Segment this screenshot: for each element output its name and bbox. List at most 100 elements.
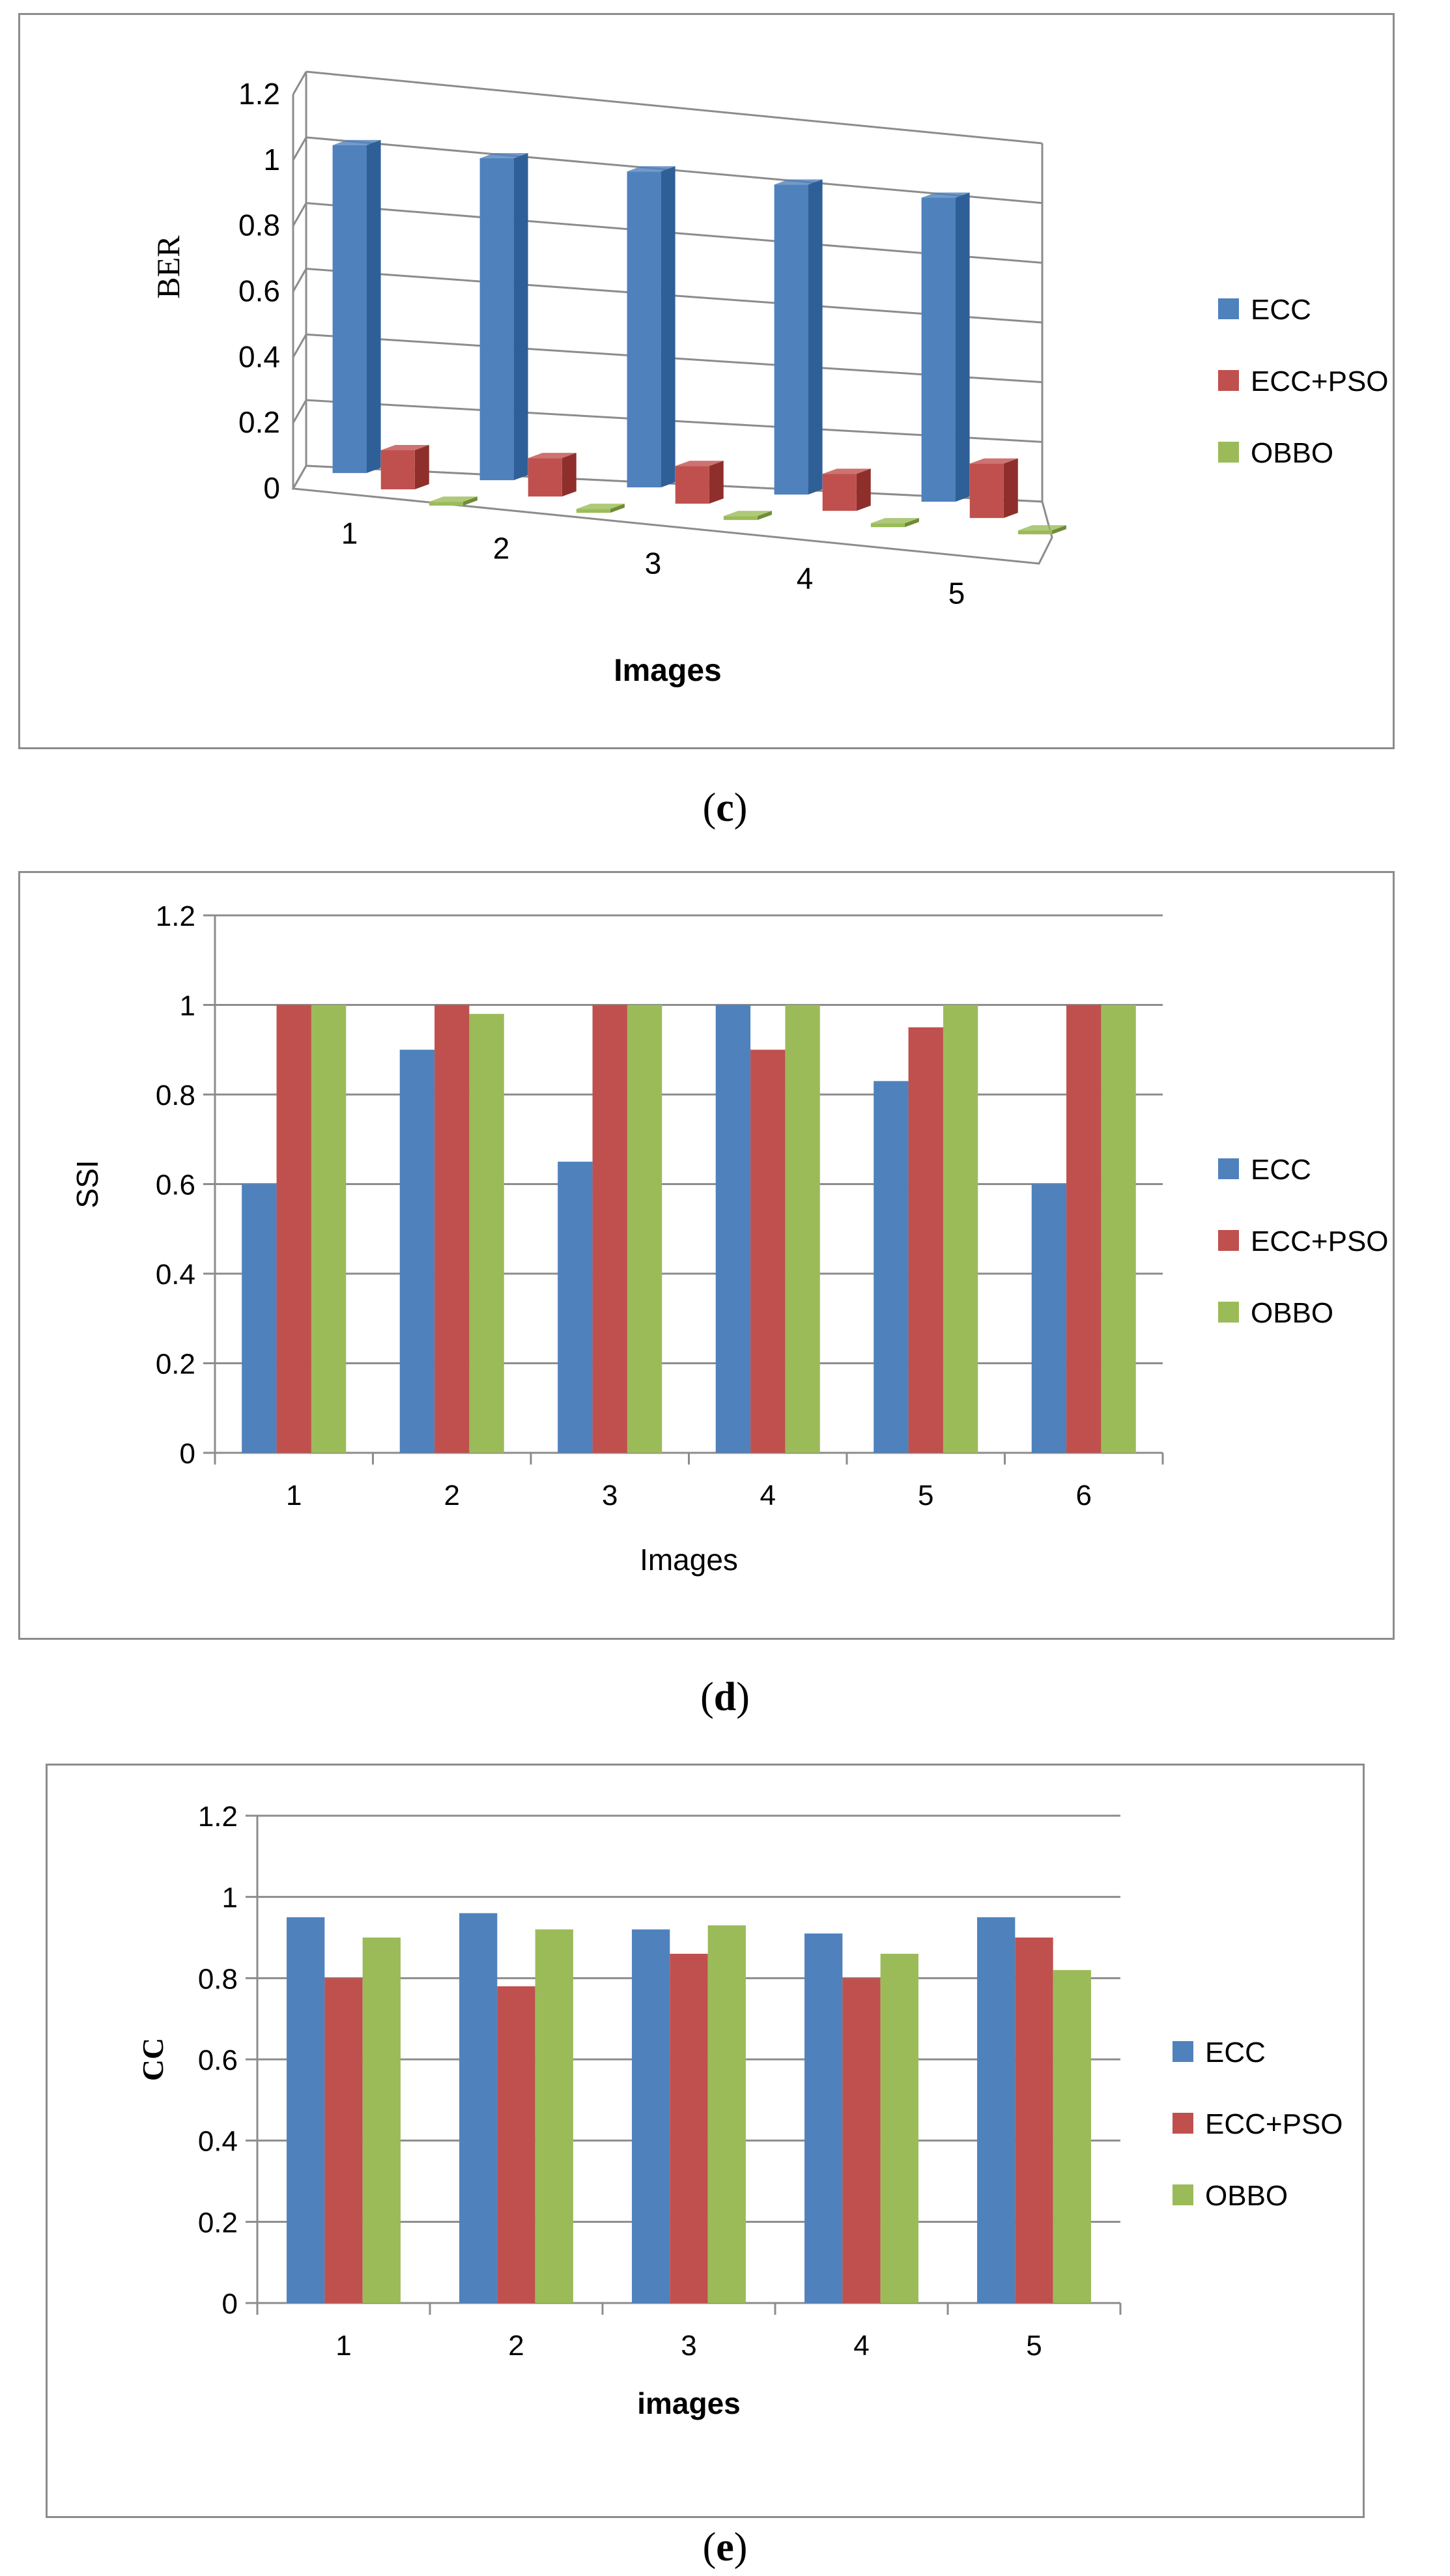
y-axis-label: SSI bbox=[70, 1160, 104, 1208]
x-tick-label: 5 bbox=[948, 577, 965, 610]
bar-obbo-4 bbox=[870, 523, 905, 528]
x-tick-label: 3 bbox=[602, 1480, 618, 1511]
ssi-chart: 0 0.2 0.4 0.6 0.8 1 1.2 1 2 3 4 5 6 Images SSI ECC ECC+P… bbox=[70, 900, 1389, 1577]
legend-swatch-1 bbox=[1173, 2041, 1193, 2062]
x-axis-label: Images bbox=[640, 1543, 738, 1577]
legend-label-2: ECC+PSO bbox=[1251, 365, 1389, 397]
bar-obbo-4-top bbox=[870, 518, 919, 524]
legend-swatch-3 bbox=[1218, 442, 1239, 463]
y-tick-label: 0.6 bbox=[238, 274, 280, 308]
bar-ecc-pso-5-top bbox=[969, 458, 1018, 464]
legend-swatch-2 bbox=[1218, 370, 1239, 391]
x-tick-label: 6 bbox=[1076, 1480, 1092, 1511]
bar-ecc-pso-4 bbox=[822, 474, 857, 511]
bar-ecc-pso-2 bbox=[528, 458, 562, 497]
gridline-side bbox=[292, 268, 307, 293]
bar-obbo-3 bbox=[723, 516, 758, 521]
bar-ecc-pso-5 bbox=[969, 463, 1004, 519]
bar-obbo-3-side bbox=[757, 511, 772, 521]
bar-obbo-4 bbox=[880, 1953, 918, 2303]
y-tick-label: 0.2 bbox=[156, 1349, 195, 1381]
bar-obbo-1 bbox=[311, 1005, 347, 1453]
x-tick-label: 4 bbox=[853, 2330, 869, 2362]
bar-ecc-6 bbox=[1031, 1184, 1067, 1453]
bar-ecc-pso-2-side bbox=[562, 453, 576, 497]
bar-ecc-1 bbox=[242, 1184, 277, 1453]
y-tick-label: 0.6 bbox=[198, 2044, 238, 2076]
y-tick-label: 1 bbox=[263, 143, 280, 177]
legend-label-1: ECC bbox=[1251, 1154, 1311, 1186]
x-tick-label: 4 bbox=[760, 1480, 776, 1511]
x-tick-label: 2 bbox=[508, 2330, 524, 2362]
legend-swatch-2 bbox=[1218, 1230, 1239, 1251]
bar-obbo-4 bbox=[785, 1005, 820, 1453]
legend-swatch-3 bbox=[1173, 2184, 1193, 2205]
legend-label-3: OBBO bbox=[1251, 437, 1333, 469]
bar-ecc-4-side bbox=[808, 179, 823, 495]
gridline-side bbox=[292, 137, 307, 161]
bar-ecc-3-side bbox=[661, 166, 675, 488]
bar-obbo-3 bbox=[707, 1925, 746, 2303]
bar-ecc-5 bbox=[977, 1917, 1016, 2303]
x-tick-label: 3 bbox=[645, 547, 662, 580]
bar-ecc-2 bbox=[399, 1050, 435, 1453]
bar-obbo-3 bbox=[627, 1005, 662, 1453]
bar-ecc-2 bbox=[479, 158, 514, 481]
legend-label-2: ECC+PSO bbox=[1205, 2108, 1343, 2140]
y-tick-label: 0.6 bbox=[156, 1169, 195, 1201]
bar-obbo-4-side bbox=[904, 518, 919, 528]
caption-d: (d) bbox=[700, 1675, 750, 1719]
legend-label-3: OBBO bbox=[1251, 1297, 1333, 1329]
bar-ecc-5 bbox=[921, 197, 956, 502]
bar-obbo-5-top bbox=[1017, 525, 1066, 531]
y-tick-label: 0.8 bbox=[156, 1080, 195, 1111]
y-tick-label: 0.4 bbox=[198, 2126, 238, 2158]
x-tick-label: 1 bbox=[335, 2330, 351, 2362]
bar-obbo-2-top bbox=[576, 504, 625, 509]
bar-ecc-pso-2 bbox=[434, 1005, 470, 1453]
y-tick-label: 0.8 bbox=[198, 1963, 238, 1995]
caption-e: (e) bbox=[702, 2525, 748, 2569]
x-tick-label: 3 bbox=[681, 2330, 696, 2362]
bar-ecc-pso-1-side bbox=[414, 445, 429, 490]
y-tick-label: 0.4 bbox=[238, 339, 280, 373]
y-axis-label: CC bbox=[136, 2038, 169, 2081]
bar-ecc-5 bbox=[874, 1081, 909, 1453]
legend-label-3: OBBO bbox=[1205, 2180, 1288, 2212]
legend-swatch-2 bbox=[1173, 2113, 1193, 2134]
y-tick-label: 1.2 bbox=[198, 1801, 238, 1833]
y-tick-label: 1 bbox=[222, 1882, 238, 1914]
x-tick-label: 1 bbox=[341, 517, 358, 551]
bar-ecc-1 bbox=[332, 145, 367, 474]
bar-ecc-pso-5 bbox=[908, 1027, 943, 1453]
bar-ecc-3-top bbox=[627, 166, 675, 172]
bar-ecc-pso-3 bbox=[670, 1953, 708, 2303]
bar-ecc-pso-4-top bbox=[822, 468, 871, 474]
gridline-side bbox=[292, 202, 307, 227]
bar-ecc-pso-1 bbox=[380, 450, 415, 490]
x-tick-label: 5 bbox=[918, 1480, 933, 1511]
bar-ecc-pso-4 bbox=[842, 1978, 881, 2303]
bar-ecc-pso-3-top bbox=[675, 461, 724, 466]
ber-chart: 0 0.2 0.4 0.6 0.8 1 1.2 1 2 3 4 5 Images BER ECC ECC+PS… bbox=[150, 70, 1389, 688]
legend-label-1: ECC bbox=[1251, 294, 1311, 326]
bar-ecc-pso-1-top bbox=[380, 445, 429, 451]
bar-ecc-4 bbox=[774, 184, 808, 495]
x-axis-label: Images bbox=[614, 653, 721, 688]
legend-label-1: ECC bbox=[1205, 2037, 1266, 2068]
chart-panel-c bbox=[18, 13, 1395, 749]
bar-obbo-1 bbox=[429, 502, 463, 506]
bar-obbo-5-side bbox=[1051, 525, 1066, 535]
x-tick-label: 2 bbox=[493, 532, 510, 565]
bar-ecc-pso-6 bbox=[1066, 1005, 1102, 1453]
gridline-side bbox=[292, 71, 307, 95]
bar-obbo-2 bbox=[469, 1014, 504, 1453]
bar-ecc-4-top bbox=[774, 179, 823, 185]
legend-swatch-3 bbox=[1218, 1302, 1239, 1323]
y-tick-label: 0 bbox=[222, 2288, 238, 2320]
bar-ecc-3 bbox=[632, 1929, 670, 2303]
bar-ecc-pso-5 bbox=[1015, 1938, 1053, 2303]
y-tick-label: 0.8 bbox=[238, 208, 280, 242]
y-tick-label: 1 bbox=[180, 990, 195, 1022]
